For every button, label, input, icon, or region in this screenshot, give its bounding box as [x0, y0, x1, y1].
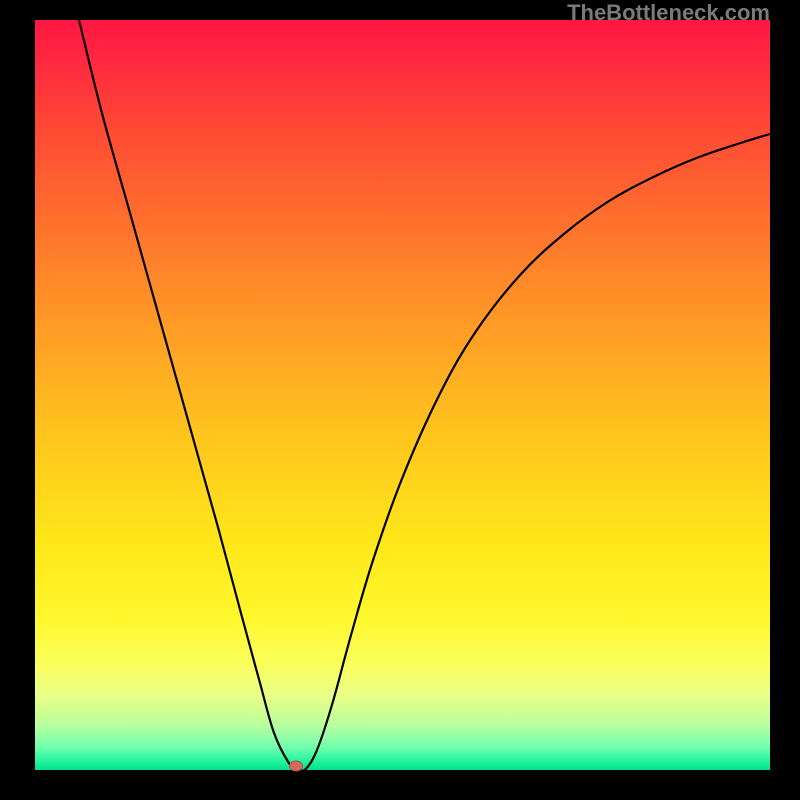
bottleneck-curve [35, 20, 770, 770]
chart-plot-area [35, 20, 770, 770]
watermark-text: TheBottleneck.com [567, 0, 770, 26]
curve-path [75, 5, 770, 771]
optimum-marker [289, 761, 303, 772]
